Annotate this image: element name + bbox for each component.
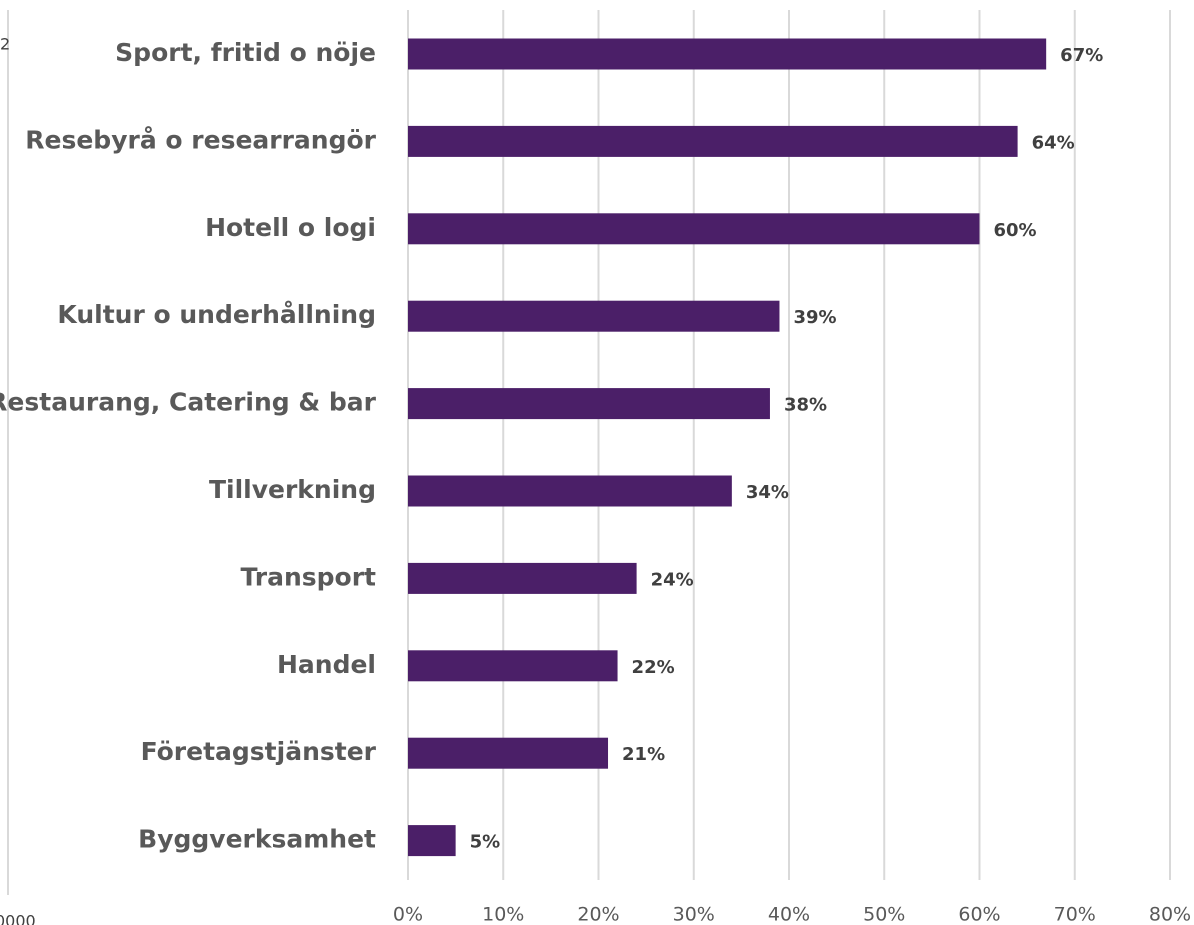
bar	[408, 825, 456, 857]
category-label: Byggverksamhet	[138, 825, 376, 854]
category-label: Restaurang, Catering & bar	[0, 388, 377, 417]
bar	[408, 562, 637, 594]
bar	[408, 475, 732, 507]
bar	[408, 650, 618, 682]
x-tick-label: 10%	[482, 904, 524, 925]
value-label: 38%	[784, 395, 827, 416]
category-label: Transport	[240, 562, 376, 591]
value-label: 60%	[994, 220, 1037, 241]
bar	[408, 300, 780, 332]
category-label: Sport, fritid o nöje	[115, 38, 376, 67]
value-label: 24%	[651, 569, 694, 590]
bar	[408, 213, 980, 245]
category-label: Företagstjänster	[141, 737, 377, 766]
x-tick-label: 50%	[863, 904, 905, 925]
category-label: Resebyrå o researrangör	[25, 125, 376, 154]
x-tick-label: 40%	[768, 904, 810, 925]
bar	[408, 125, 1018, 157]
value-label: 67%	[1060, 45, 1103, 66]
category-label: Hotell o logi	[205, 213, 376, 242]
annotation: 0000	[0, 912, 36, 925]
category-label: Tillverkning	[209, 475, 376, 504]
category-label: Kultur o underhållning	[57, 300, 376, 329]
value-label: 5%	[470, 832, 501, 853]
bar	[408, 737, 609, 769]
x-tick-label: 0%	[393, 904, 423, 925]
value-label: 34%	[746, 482, 789, 503]
value-label: 39%	[793, 307, 836, 328]
value-label: 64%	[1032, 132, 1075, 153]
value-label: 21%	[622, 744, 665, 765]
x-tick-label: 70%	[1054, 904, 1096, 925]
x-tick-label: 20%	[577, 904, 619, 925]
x-tick-label: 80%	[1149, 904, 1191, 925]
bar	[408, 38, 1047, 70]
x-tick-label: 60%	[958, 904, 1000, 925]
category-label: Handel	[277, 650, 376, 679]
x-tick-label: 30%	[673, 904, 715, 925]
value-label: 22%	[632, 657, 675, 678]
bar	[408, 388, 770, 420]
annotation: 2	[0, 35, 10, 54]
